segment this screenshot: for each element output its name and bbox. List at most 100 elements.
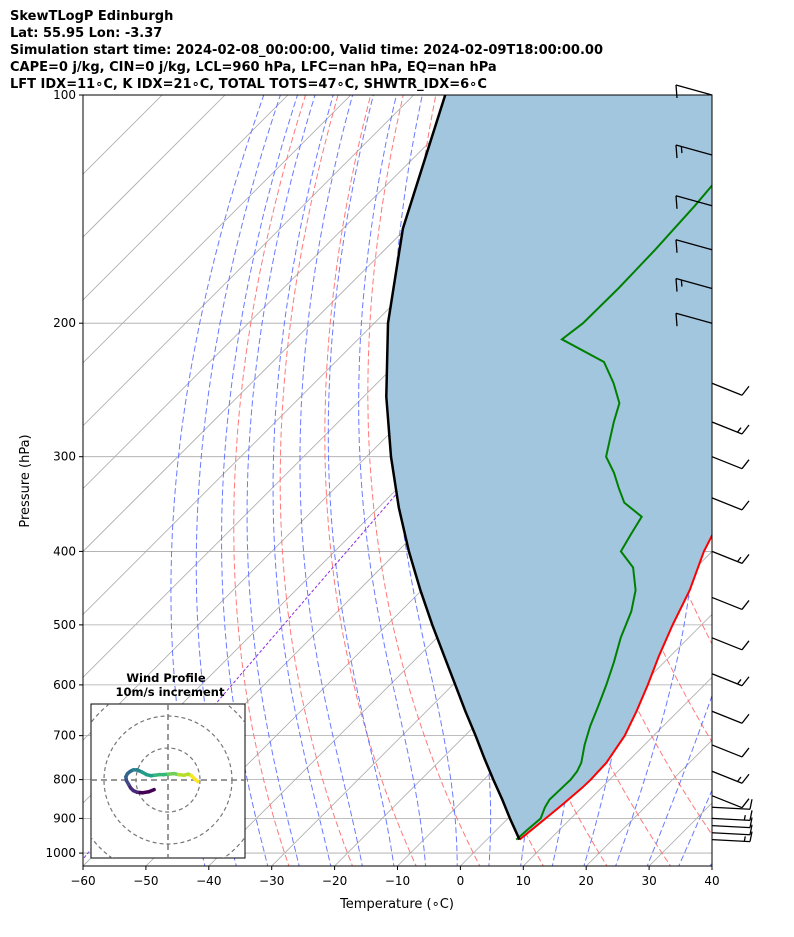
- hodograph-inset: [90, 703, 246, 859]
- x-tick-label: −10: [385, 874, 410, 888]
- isotherm-line: [83, 95, 477, 490]
- dry-adiabat-line: [729, 95, 794, 869]
- wind-barb-flag: [741, 798, 750, 809]
- wind-barb-shaft: [711, 497, 743, 511]
- wind-barb-flag: [741, 385, 750, 396]
- wind-barb-shaft: [675, 84, 713, 96]
- wind-barb-flag: [741, 600, 750, 610]
- wind-barb-flag: [743, 836, 746, 842]
- moist-adiabat-line: [221, 95, 298, 866]
- wind-barb: [711, 817, 753, 829]
- y-tick-label: 100: [53, 88, 76, 102]
- dry-adiabat-line: [762, 95, 794, 869]
- header-times: Simulation start time: 2024-02-08_00:00:…: [10, 43, 603, 58]
- wind-barb: [675, 144, 713, 159]
- wind-barb-flag: [741, 459, 750, 470]
- profile-lines: [385, 95, 712, 841]
- wind-barb-shaft: [711, 770, 743, 784]
- wind-barb-flag: [741, 747, 750, 758]
- wind-barb-flag: [743, 814, 746, 821]
- y-tick-label: 800: [53, 773, 76, 787]
- x-tick-label: −30: [259, 874, 284, 888]
- wind-barb: [675, 239, 713, 253]
- wind-barb: [675, 195, 713, 209]
- wind-barb-flag: [741, 500, 750, 511]
- wind-barb: [711, 770, 750, 784]
- header-indices-2: LFT IDX=11∘C, K IDX=21∘C, TOTAL TOTS=47∘…: [10, 77, 487, 92]
- moist-adiabat-line: [246, 95, 316, 866]
- dry-adiabat-line: [233, 95, 306, 866]
- wind-barb: [675, 312, 713, 327]
- x-tick-label: 0: [457, 874, 465, 888]
- temp-parcel-shading: [386, 95, 712, 840]
- wind-barb-shaft: [711, 421, 743, 435]
- isotherm-line: [334, 488, 712, 866]
- header-location: Lat: 55.95 Lon: -3.37: [10, 26, 163, 41]
- x-tick-label: −20: [322, 874, 347, 888]
- wind-barb: [711, 596, 750, 611]
- wind-barb: [675, 84, 713, 99]
- wind-barb: [675, 277, 713, 292]
- wind-barb-shaft: [711, 832, 751, 836]
- isotherm-line: [83, 95, 289, 301]
- moist-adiabat-line: [358, 95, 427, 866]
- wind-barb: [711, 710, 750, 724]
- wind-barb-flag: [749, 799, 753, 810]
- wind-barb: [711, 421, 750, 435]
- wind-barb-flag: [675, 239, 678, 253]
- y-tick-label: 500: [53, 618, 76, 632]
- wind-barb-shaft: [711, 382, 743, 396]
- wind-barb: [711, 673, 750, 687]
- wind-barb: [711, 382, 750, 396]
- wind-barb-flag: [749, 810, 753, 821]
- wind-barb-flag: [741, 713, 750, 724]
- moist-adiabat-line: [327, 95, 395, 866]
- wind-barb-flag: [749, 817, 753, 828]
- isotherm-line: [83, 95, 352, 364]
- hodograph-subtitle: 10m/s increment: [116, 685, 225, 699]
- wind-barb-flag: [736, 776, 742, 782]
- x-axis-label: Temperature (∘C): [339, 897, 454, 912]
- wind-barb-flag: [680, 279, 683, 287]
- y-tick-label: 900: [53, 811, 76, 825]
- hodograph-plot: [91, 704, 245, 858]
- y-axis-label: Pressure (hPa): [18, 434, 33, 527]
- wind-barb-flag: [741, 640, 750, 651]
- y-tick-label: 300: [53, 450, 76, 464]
- dry-adiabat-line: [324, 95, 417, 866]
- wind-barb-shaft: [711, 673, 743, 687]
- wind-barb: [711, 744, 750, 758]
- wind-barb-flag: [749, 831, 753, 842]
- parcel-line: [385, 95, 521, 841]
- dewpoint-line: [515, 184, 712, 841]
- wind-barb-flag: [741, 424, 750, 435]
- wind-barb-flag: [675, 84, 678, 99]
- moist-adiabat-line: [646, 694, 712, 866]
- wind-barb: [711, 456, 750, 470]
- y-tick-label: 200: [53, 316, 76, 330]
- wind-barb-shaft: [711, 637, 743, 651]
- wind-barb-shaft: [711, 838, 751, 843]
- moist-adiabat-line: [709, 861, 712, 866]
- wind-barb: [711, 497, 750, 511]
- wind-barb-shaft: [711, 824, 751, 829]
- x-tick-label: 40: [704, 874, 719, 888]
- x-tick-label: −60: [70, 874, 95, 888]
- wind-barb-flag: [749, 824, 753, 835]
- wind-barb-shaft: [711, 817, 751, 822]
- header-indices-1: CAPE=0 j/kg, CIN=0 j/kg, LCL=960 hPa, LF…: [10, 60, 497, 75]
- wind-barb-flag: [680, 146, 683, 154]
- wind-barb-shaft: [675, 239, 713, 251]
- wind-barb-flag: [675, 195, 678, 209]
- y-tick-label: 600: [53, 678, 76, 692]
- wind-barb-flag: [741, 676, 750, 687]
- wind-barb: [711, 810, 753, 822]
- y-tick-label: 700: [53, 729, 76, 743]
- wind-barb-flag: [736, 679, 742, 685]
- x-tick-label: 20: [579, 874, 594, 888]
- wind-barb-shaft: [711, 456, 743, 470]
- header-station: SkewTLogP Edinburgh: [10, 9, 174, 24]
- dry-adiabat-line: [367, 95, 481, 866]
- wind-barb-flag: [675, 144, 678, 159]
